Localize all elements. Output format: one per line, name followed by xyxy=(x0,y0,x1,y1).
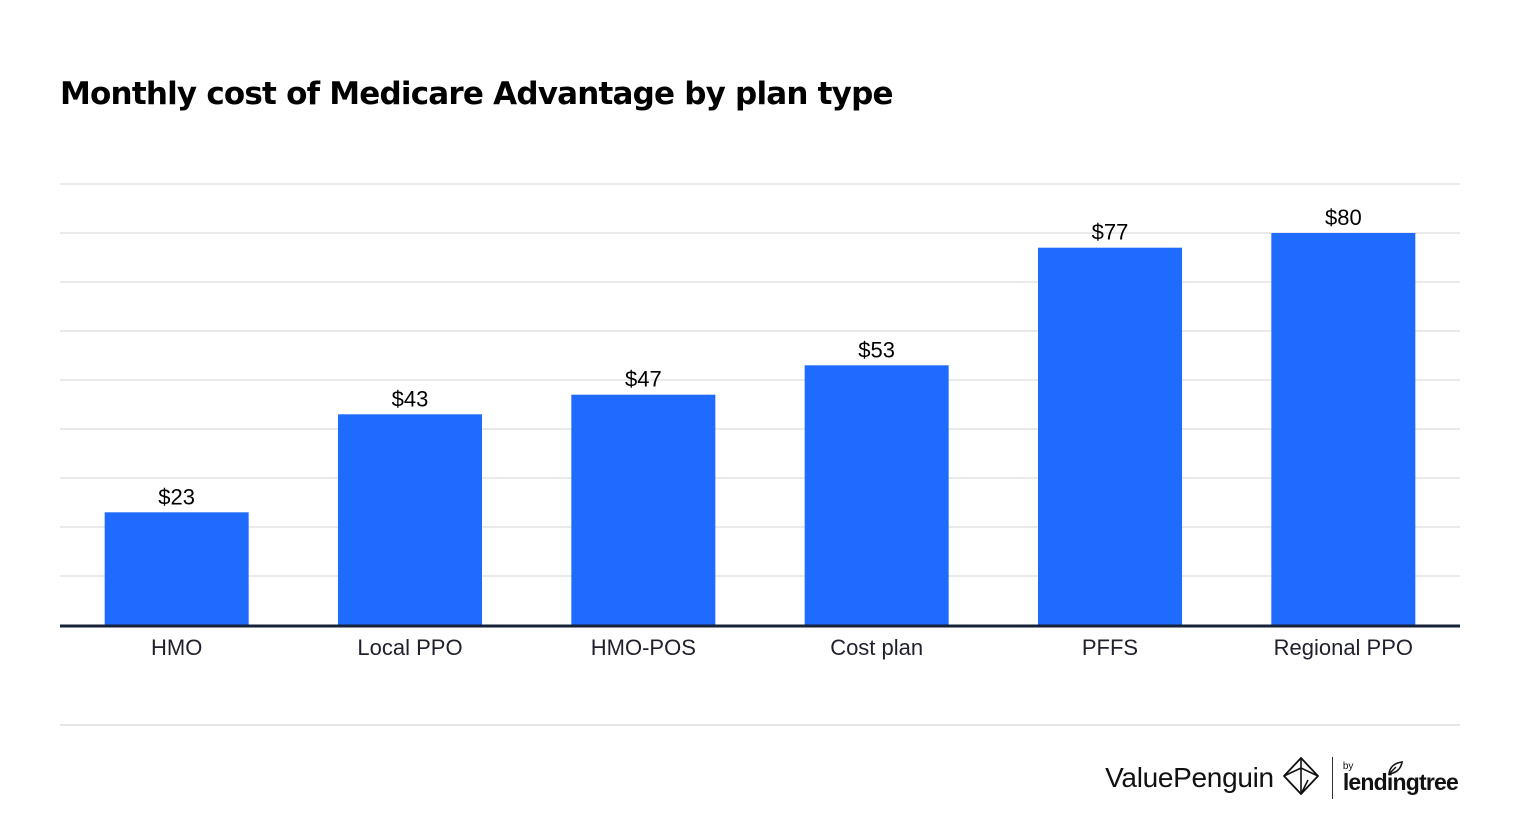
x-tick-label-4: Cost plan xyxy=(830,635,923,660)
bar-5 xyxy=(1038,247,1182,625)
data-label-1: $23 xyxy=(158,484,195,509)
bar-1 xyxy=(104,512,249,625)
x-tick-label-3: HMO-POS xyxy=(591,635,696,660)
x-tick-label-5: PFFS xyxy=(1082,635,1138,660)
bar-chart: $23 HMO $43 Local PPO $47 HMO-POS $53 Cost plan… xyxy=(60,183,1460,660)
brand-logo: ValuePenguin by lendingtree xyxy=(1105,756,1459,801)
leaf-icon xyxy=(1387,760,1403,780)
chart-title: Monthly cost of Medicare Advantage by pl… xyxy=(60,76,893,112)
penguin-diamond-icon xyxy=(1282,756,1320,801)
data-label-3: $47 xyxy=(625,367,662,392)
bar-2 xyxy=(338,414,482,625)
data-label-6: $80 xyxy=(1325,205,1362,230)
data-label-4: $53 xyxy=(858,337,895,362)
x-tick-label-1: HMO xyxy=(151,635,202,660)
data-label-2: $43 xyxy=(392,386,429,411)
bar-6 xyxy=(1271,233,1416,625)
bar-4 xyxy=(804,365,949,625)
partner-prefix: by xyxy=(1342,760,1354,772)
brand-name: ValuePenguin xyxy=(1105,762,1274,793)
x-tick-label-2: Local PPO xyxy=(357,635,462,660)
brand-separator xyxy=(1331,757,1333,799)
partner-name: lendingtree xyxy=(1342,768,1459,795)
footer-divider xyxy=(60,724,1460,726)
data-label-5: $77 xyxy=(1092,220,1129,245)
bar-3 xyxy=(571,394,716,625)
x-tick-label-6: Regional PPO xyxy=(1274,635,1413,660)
partner-logo: by lendingtree xyxy=(1342,760,1459,796)
